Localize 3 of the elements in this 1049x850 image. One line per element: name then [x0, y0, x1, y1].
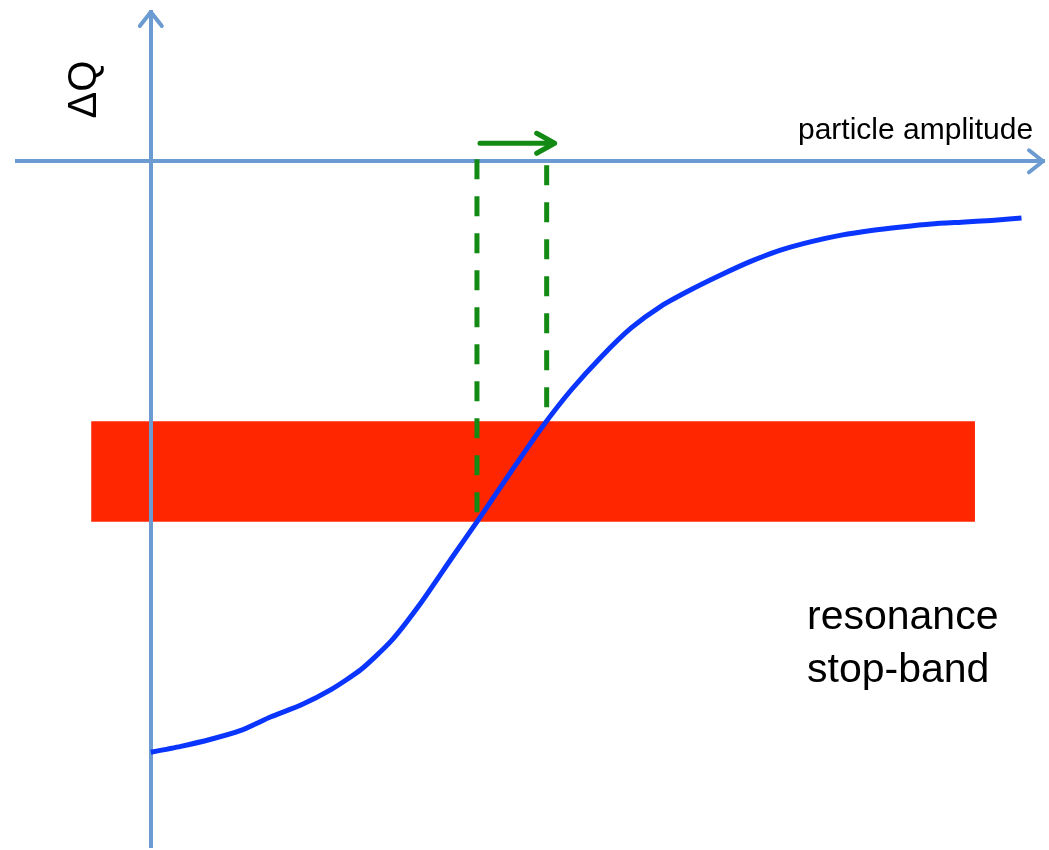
x-axis-title: particle amplitude — [798, 112, 1034, 145]
y-axis-title: ΔQ — [60, 60, 105, 119]
band-label: resonance stop-band — [807, 592, 999, 692]
